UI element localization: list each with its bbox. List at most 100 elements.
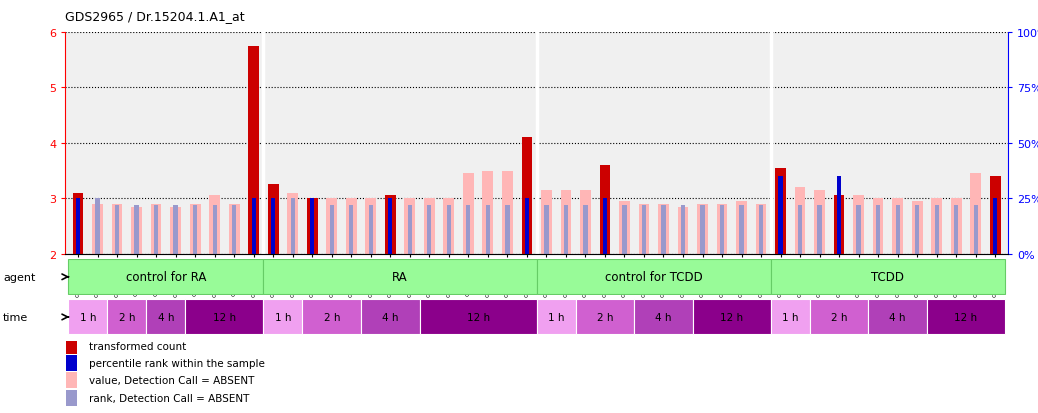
Bar <box>115 205 119 254</box>
Bar <box>302 300 361 335</box>
Text: GDS2965 / Dr.15204.1.A1_at: GDS2965 / Dr.15204.1.A1_at <box>65 10 245 23</box>
Text: control for TCDD: control for TCDD <box>605 271 703 284</box>
Text: 1 h: 1 h <box>80 312 97 322</box>
Bar <box>971 174 981 254</box>
Bar <box>170 207 181 254</box>
Bar <box>408 205 412 254</box>
Bar <box>814 190 825 254</box>
Bar <box>466 205 470 254</box>
Bar <box>778 177 783 254</box>
Text: 2 h: 2 h <box>597 312 613 322</box>
Bar <box>537 260 771 294</box>
Bar <box>365 199 376 254</box>
Text: 4 h: 4 h <box>655 312 672 322</box>
Bar <box>361 300 419 335</box>
Bar <box>641 205 646 254</box>
Bar <box>759 205 763 254</box>
Bar <box>186 300 264 335</box>
Bar <box>771 300 810 335</box>
Bar <box>934 205 938 254</box>
Bar <box>951 199 961 254</box>
Bar <box>795 188 805 254</box>
Bar <box>193 205 197 254</box>
Bar <box>264 260 537 294</box>
Bar <box>561 190 571 254</box>
Bar <box>580 190 591 254</box>
Bar <box>349 205 353 254</box>
Bar <box>424 199 435 254</box>
Bar <box>288 193 298 254</box>
Bar <box>837 177 841 254</box>
Text: 1 h: 1 h <box>275 312 292 322</box>
Bar <box>856 205 861 254</box>
Bar <box>681 205 685 254</box>
Bar <box>271 199 275 254</box>
Bar <box>537 300 576 335</box>
Bar <box>869 300 927 335</box>
Bar <box>576 300 634 335</box>
Text: value, Detection Call = ABSENT: value, Detection Call = ABSENT <box>89 375 254 385</box>
Bar <box>619 202 630 254</box>
Text: TCDD: TCDD <box>871 271 904 284</box>
Bar <box>661 205 665 254</box>
Bar <box>154 205 158 254</box>
Bar <box>69 260 264 294</box>
Bar <box>692 300 771 335</box>
Bar <box>131 207 142 254</box>
Text: 12 h: 12 h <box>954 312 978 322</box>
Bar <box>893 199 903 254</box>
Text: control for RA: control for RA <box>126 271 207 284</box>
Bar <box>210 196 220 254</box>
Text: RA: RA <box>392 271 408 284</box>
Bar <box>736 202 747 254</box>
Text: 2 h: 2 h <box>830 312 847 322</box>
Text: 4 h: 4 h <box>158 312 174 322</box>
Bar <box>623 205 627 254</box>
Bar <box>446 205 450 254</box>
Bar <box>66 355 77 371</box>
Bar <box>264 300 302 335</box>
Bar <box>603 199 607 254</box>
Bar <box>698 204 708 254</box>
Bar <box>911 202 923 254</box>
Bar <box>443 199 455 254</box>
Bar <box>92 204 103 254</box>
Bar <box>73 193 83 254</box>
Bar <box>291 199 295 254</box>
Bar <box>428 205 432 254</box>
Bar <box>190 204 200 254</box>
Bar <box>931 199 943 254</box>
Bar <box>927 300 1005 335</box>
Bar <box>66 338 77 354</box>
Bar <box>330 205 334 254</box>
Bar <box>658 204 668 254</box>
Bar <box>506 205 510 254</box>
Bar <box>233 205 237 254</box>
Bar <box>810 300 869 335</box>
Bar <box>419 300 537 335</box>
Bar <box>954 205 958 254</box>
Bar <box>173 205 177 254</box>
Text: time: time <box>3 312 28 322</box>
Text: 4 h: 4 h <box>382 312 399 322</box>
Bar <box>638 204 650 254</box>
Bar <box>107 300 146 335</box>
Bar <box>66 390 77 406</box>
Text: 1 h: 1 h <box>548 312 565 322</box>
Bar <box>720 205 725 254</box>
Text: percentile rank within the sample: percentile rank within the sample <box>89 358 265 368</box>
Bar <box>307 199 318 254</box>
Bar <box>853 196 864 254</box>
Bar <box>326 199 337 254</box>
Bar <box>483 171 493 254</box>
Bar <box>564 205 568 254</box>
Bar <box>600 166 610 254</box>
Bar <box>228 204 240 254</box>
Bar <box>368 205 373 254</box>
Bar <box>701 205 705 254</box>
Bar <box>95 199 100 254</box>
Bar <box>521 138 532 254</box>
Bar <box>678 207 688 254</box>
Bar <box>876 205 880 254</box>
Bar <box>405 199 415 254</box>
